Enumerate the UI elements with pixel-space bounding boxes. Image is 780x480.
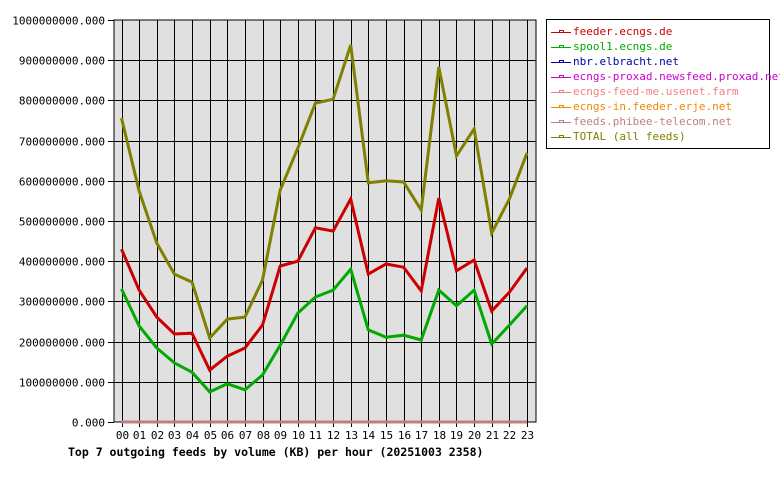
x-tick-label: 15 — [380, 429, 393, 442]
x-tick-label: 11 — [309, 429, 322, 442]
legend-label: ecngs-feed-me.usenet.farm — [573, 85, 739, 98]
legend-label: ecngs-proxad.newsfeed.proxad.net — [573, 70, 780, 83]
legend-line-marker-icon — [551, 42, 571, 52]
legend-item: spool1.ecngs.de — [547, 39, 769, 54]
chart-title: Top 7 outgoing feeds by volume (KB) per … — [68, 445, 483, 459]
x-tick-label: 19 — [450, 429, 463, 442]
legend-line-marker-icon — [551, 72, 571, 82]
legend-item: ecngs-feed-me.usenet.farm — [547, 84, 769, 99]
legend-line-marker-icon — [551, 102, 571, 112]
series-lines — [120, 44, 529, 424]
x-tick-label: 16 — [398, 429, 411, 442]
legend-item: TOTAL (all feeds) — [547, 129, 769, 144]
legend: feeder.ecngs.de spool1.ecngs.de nbr.elbrac… — [546, 19, 780, 149]
legend-line-marker-icon — [551, 117, 571, 127]
legend-label: ecngs-in.feeder.erje.net — [573, 100, 732, 113]
legend-item: feeder.ecngs.de — [547, 24, 769, 39]
legend-item: feeds.phibee-telecom.net — [547, 114, 769, 129]
y-tick-label: 900000000.000 — [19, 55, 105, 68]
x-tick-label: 04 — [186, 429, 200, 442]
x-tick-label: 10 — [292, 429, 305, 442]
x-tick-label: 09 — [274, 429, 287, 442]
legend-label: feeds.phibee-telecom.net — [573, 115, 732, 128]
legend-line-marker-icon — [551, 87, 571, 97]
x-tick-label: 13 — [345, 429, 358, 442]
y-axis: 0.000 100000000.000 200000000.000 300000000… — [12, 15, 114, 430]
legend-label: spool1.ecngs.de — [573, 40, 673, 53]
x-tick-label: 07 — [239, 429, 252, 442]
legend-line-marker-icon — [551, 57, 571, 67]
legend-item: ecngs-in.feeder.erje.net — [547, 99, 769, 114]
x-tick-label: 03 — [168, 429, 181, 442]
x-tick-label: 22 — [503, 429, 516, 442]
legend-label: TOTAL (all feeds) — [573, 130, 686, 143]
y-tick-label: 200000000.000 — [19, 337, 105, 350]
x-tick-label: 17 — [415, 429, 428, 442]
y-tick-label: 0.000 — [72, 417, 105, 430]
x-tick-label: 01 — [133, 429, 146, 442]
x-tick-label: 02 — [151, 429, 164, 442]
series-line-total-all-feeds- — [120, 44, 529, 341]
legend-label: nbr.elbracht.net — [573, 55, 679, 68]
x-tick-label: 23 — [521, 429, 534, 442]
x-tick-label: 12 — [327, 429, 340, 442]
x-tick-label: 05 — [204, 429, 217, 442]
y-tick-label: 700000000.000 — [19, 136, 105, 149]
y-tick-label: 600000000.000 — [19, 176, 105, 189]
y-tick-label: 800000000.000 — [19, 95, 105, 108]
y-tick-label: 300000000.000 — [19, 296, 105, 309]
x-axis: 00 01 02 03 04 05 06 07 08 09 10 11 12 13 14 15 16 17 18 19… — [116, 422, 534, 442]
y-tick-label: 1000000000.000 — [12, 15, 105, 28]
legend-label: feeder.ecngs.de — [573, 25, 673, 38]
legend-line-marker-icon — [551, 27, 571, 37]
x-tick-label: 08 — [257, 429, 270, 442]
x-tick-label: 20 — [468, 429, 481, 442]
legend-item: ecngs-proxad.newsfeed.proxad.net — [547, 69, 780, 84]
x-tick-label: 18 — [433, 429, 446, 442]
legend-line-marker-icon — [551, 132, 571, 142]
y-tick-label: 500000000.000 — [19, 216, 105, 229]
x-tick-label: 21 — [486, 429, 499, 442]
y-tick-label: 400000000.000 — [19, 256, 105, 269]
series-line-spool1-ecngs-de — [120, 266, 529, 394]
y-tick-label: 100000000.000 — [19, 377, 105, 390]
x-tick-label: 00 — [116, 429, 129, 442]
x-tick-label: 14 — [362, 429, 376, 442]
series-line-feeder-ecngs-de — [120, 194, 529, 373]
x-tick-label: 06 — [221, 429, 234, 442]
legend-item: nbr.elbracht.net — [547, 54, 769, 69]
